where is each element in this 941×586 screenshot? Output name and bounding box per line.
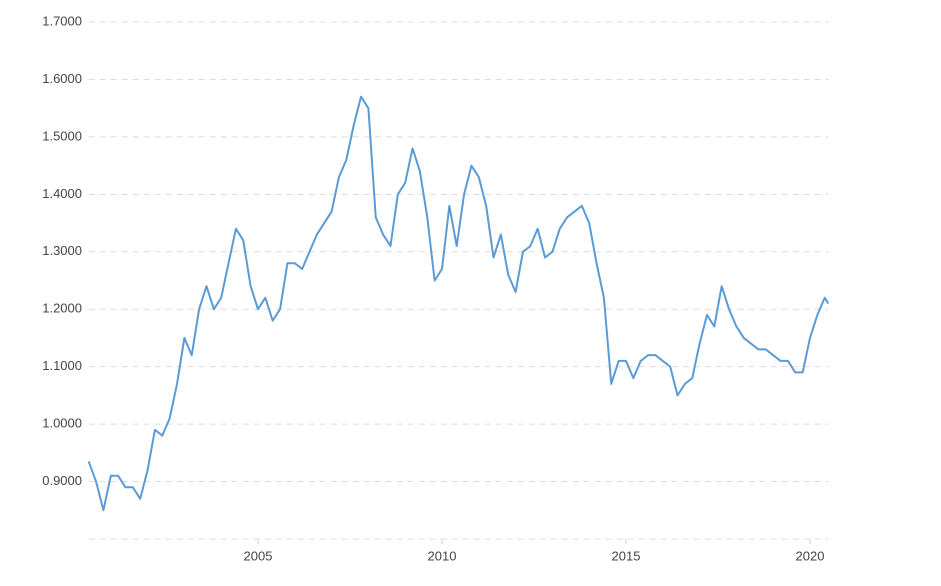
x-tick-label: 2005 [244, 548, 273, 563]
x-tick-label: 2010 [428, 548, 457, 563]
y-tick-label: 1.0000 [42, 416, 82, 431]
y-tick-label: 0.9000 [42, 473, 82, 488]
x-tick-label: 2020 [796, 548, 825, 563]
line-series [87, 95, 830, 512]
y-tick-label: 1.3000 [42, 243, 82, 258]
y-tick-label: 1.2000 [42, 301, 82, 316]
y-tick-label: 1.6000 [42, 71, 82, 86]
y-tick-label: 1.1000 [42, 358, 82, 373]
y-tick-label: 1.4000 [42, 186, 82, 201]
y-tick-label: 1.5000 [42, 128, 82, 143]
x-tick-label: 2015 [612, 548, 641, 563]
y-tick-label: 1.7000 [42, 13, 82, 28]
